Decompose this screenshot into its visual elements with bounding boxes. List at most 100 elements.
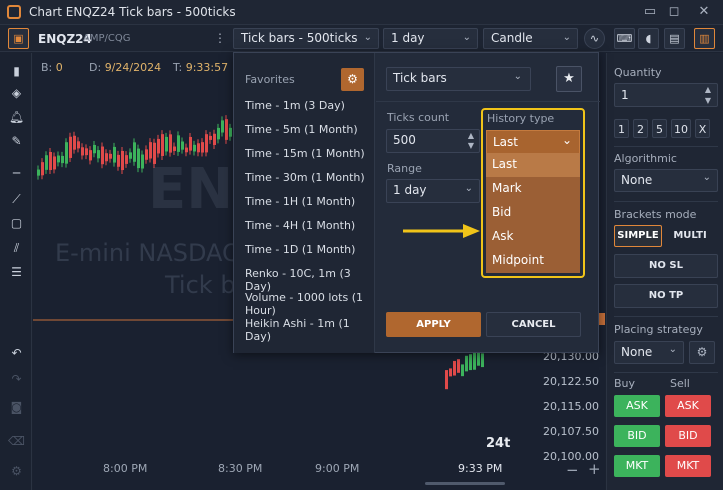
- scroll-handle[interactable]: [425, 482, 505, 485]
- trade-panel-icon[interactable]: ▥: [694, 28, 715, 49]
- placing-strategy-select[interactable]: None ⌄: [614, 341, 684, 364]
- favorite-star-icon[interactable]: ★: [556, 66, 582, 92]
- favorites-title: Favorites: [245, 73, 295, 86]
- candle-body: [53, 156, 56, 170]
- candle-body: [81, 147, 84, 156]
- horizontal-line-icon[interactable]: ─: [12, 166, 21, 180]
- favorite-item[interactable]: Time - 1m (3 Day): [245, 99, 345, 112]
- chart-type-select[interactable]: Tick bars - 500ticks ⌄: [233, 28, 379, 49]
- bar-chart-icon[interactable]: ▮: [13, 64, 20, 78]
- stepper-icon[interactable]: ▲ ▼: [704, 85, 711, 105]
- candle-body: [181, 141, 184, 150]
- candle-body: [469, 354, 472, 371]
- favorites-gear-icon[interactable]: ⚙: [341, 68, 364, 91]
- qty-preset-button[interactable]: 5: [652, 119, 667, 138]
- time-label: 9:33 PM: [458, 462, 503, 475]
- qty-preset-button[interactable]: 2: [633, 119, 648, 138]
- simple-mode-button[interactable]: SIMPLE: [614, 225, 662, 247]
- keyboard-icon[interactable]: ⌨: [614, 28, 635, 49]
- candle-body: [149, 142, 152, 159]
- favorite-item[interactable]: Volume - 1000 lots (1 Hour): [245, 291, 363, 317]
- chevron-down-icon: ⌄: [464, 183, 473, 194]
- no-tp-button[interactable]: NO TP: [614, 284, 718, 308]
- cancel-button[interactable]: CANCEL: [486, 312, 581, 337]
- stepper-icon[interactable]: ▲ ▼: [467, 131, 474, 150]
- history-type-select[interactable]: Last ⌄: [486, 130, 580, 154]
- multi-mode-button[interactable]: MULTI: [673, 230, 707, 241]
- candle-body: [205, 134, 208, 153]
- candle-body: [197, 143, 200, 153]
- close-icon[interactable]: ✕: [698, 4, 710, 19]
- layers-icon[interactable]: ◈: [11, 86, 22, 100]
- price-label: 20,115.00: [543, 400, 599, 413]
- pencil-icon[interactable]: ✎: [11, 134, 22, 148]
- indicator-icon[interactable]: ∿: [584, 28, 605, 49]
- qty-preset-button[interactable]: 1: [614, 119, 629, 138]
- mouse-icon[interactable]: ◖: [638, 28, 659, 49]
- more-vert-icon[interactable]: ⋮: [214, 31, 226, 45]
- favorite-item[interactable]: Time - 30m (1 Month): [245, 171, 365, 184]
- gear-icon[interactable]: ⚙: [689, 341, 715, 364]
- sell-label: Sell: [670, 377, 690, 390]
- qty-clear-button[interactable]: X: [695, 119, 710, 138]
- favorite-item[interactable]: Time - 4H (1 Month): [245, 219, 356, 232]
- time-label: 8:00 PM: [103, 462, 148, 475]
- bell-icon[interactable]: 🔔︎: [8, 110, 25, 124]
- apply-button[interactable]: APPLY: [386, 312, 481, 337]
- redo-icon[interactable]: ↷: [11, 372, 22, 386]
- style-select[interactable]: Candle ⌄: [483, 28, 578, 49]
- text-tool-icon[interactable]: ☰: [11, 265, 22, 279]
- sell-bid-button[interactable]: BID: [665, 425, 711, 447]
- favorite-item[interactable]: Time - 1H (1 Month): [245, 195, 356, 208]
- symbol-name[interactable]: ENQZ24: [38, 32, 92, 46]
- favorite-item[interactable]: Time - 15m (1 Month): [245, 147, 365, 160]
- buy-bid-button[interactable]: BID: [614, 425, 660, 447]
- buy-mkt-button[interactable]: MKT: [614, 455, 660, 477]
- chevron-down-icon: ⌄: [562, 32, 571, 43]
- algorithmic-select[interactable]: None ⌄: [614, 169, 718, 192]
- maximize-icon[interactable]: ◻: [668, 4, 680, 19]
- favorite-item[interactable]: Time - 5m (1 Month): [245, 123, 358, 136]
- ticket-icon[interactable]: ▤: [664, 28, 685, 49]
- candle-body: [217, 127, 220, 140]
- history-option-ask[interactable]: Ask: [486, 225, 580, 249]
- chevron-down-icon: ⌄: [561, 133, 572, 147]
- watermark-type: Tick b: [165, 271, 236, 299]
- candle-body: [189, 136, 192, 151]
- favorite-item[interactable]: Heikin Ashi - 1m (1 Day): [245, 317, 350, 343]
- period-select[interactable]: 1 day ⌄: [383, 28, 478, 49]
- no-sl-button[interactable]: NO SL: [614, 254, 718, 278]
- rectangle-icon[interactable]: ▢: [10, 216, 23, 230]
- fib-icon[interactable]: ⫽: [13, 241, 20, 255]
- range-select[interactable]: 1 day ⌄: [386, 179, 480, 203]
- minimize-icon[interactable]: ▭: [643, 4, 657, 19]
- undo-icon[interactable]: ↶: [11, 346, 22, 360]
- buy-ask-button[interactable]: ASK: [614, 395, 660, 417]
- history-option-bid[interactable]: Bid: [486, 201, 580, 225]
- candle-body: [69, 136, 72, 158]
- candle-body: [481, 353, 484, 368]
- history-option-last[interactable]: Last: [486, 153, 580, 177]
- candle-body: [121, 150, 124, 171]
- zoom-in-button[interactable]: +: [588, 460, 601, 478]
- quantity-input[interactable]: 1 ▲ ▼: [614, 83, 718, 107]
- candle-body: [173, 146, 176, 151]
- trash-icon[interactable]: ⌫: [8, 434, 25, 448]
- history-option-mark[interactable]: Mark: [486, 177, 580, 201]
- history-option-midpoint[interactable]: Midpoint: [486, 249, 580, 273]
- favorite-item[interactable]: Renko - 10C, 1m (3 Day): [245, 267, 351, 293]
- sell-mkt-button[interactable]: MKT: [665, 455, 711, 477]
- ticks-count-input[interactable]: 500 ▲ ▼: [386, 129, 480, 153]
- candle-body: [213, 133, 216, 146]
- camera-icon[interactable]: ◙: [10, 400, 23, 414]
- favorite-item[interactable]: Time - 1D (1 Month): [245, 243, 356, 256]
- qty-preset-button[interactable]: 10: [671, 119, 691, 138]
- price-label: 20,107.50: [543, 425, 599, 438]
- zoom-out-button[interactable]: −: [566, 461, 579, 479]
- panel-toggle-icon[interactable]: ▣: [8, 28, 29, 49]
- settings-icon[interactable]: ⚙: [11, 464, 22, 478]
- trend-line-icon[interactable]: ⟋: [12, 192, 21, 206]
- chevron-down-icon: ⌄: [702, 172, 711, 183]
- bar-type-select[interactable]: Tick bars ⌄: [386, 67, 531, 91]
- sell-ask-button[interactable]: ASK: [665, 395, 711, 417]
